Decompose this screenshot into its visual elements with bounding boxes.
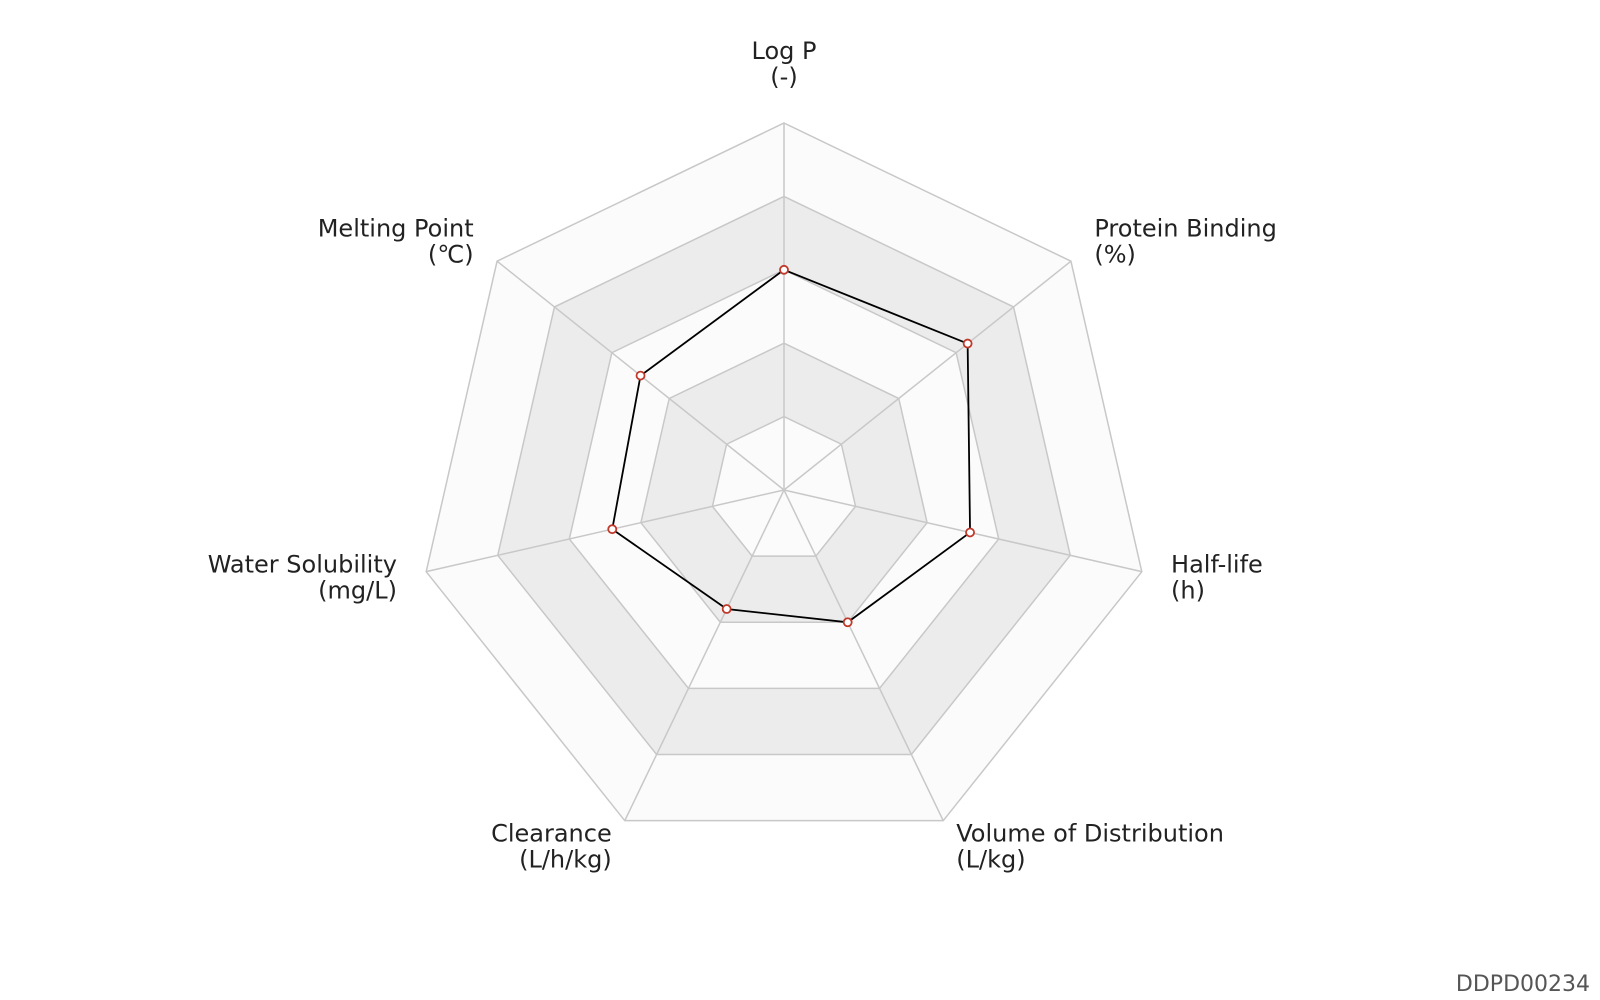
- axis-spoke: [783, 489, 1142, 573]
- axis-label: Protein Binding: [1094, 214, 1276, 242]
- data-point: [607, 524, 618, 535]
- axis-unit: (mg/L): [318, 576, 397, 604]
- data-point: [965, 527, 975, 538]
- axis-spoke: [624, 489, 785, 821]
- axis-unit: (h): [1171, 576, 1205, 604]
- axis-spoke: [783, 260, 1072, 491]
- axis-label: Volume of Distribution: [956, 820, 1224, 848]
- axis-unit: (L/h/kg): [519, 846, 612, 874]
- axis-unit: (L/kg): [956, 846, 1025, 874]
- axis-label: Log P: [752, 37, 817, 65]
- data-point: [962, 338, 973, 349]
- series-line: [611, 268, 971, 624]
- axis-label: Clearance: [491, 820, 612, 848]
- axis-label: Half-life: [1171, 550, 1263, 578]
- axis-spoke: [426, 489, 785, 573]
- axis-spoke: [783, 489, 944, 821]
- watermark: DDPD00234: [1456, 972, 1590, 997]
- data-point: [635, 370, 646, 381]
- axis-unit: (℃): [428, 240, 474, 268]
- data-point: [842, 617, 853, 628]
- axis-label: Water Solubility: [208, 550, 397, 578]
- data-point: [721, 604, 732, 614]
- axis-unit: (%): [1094, 240, 1136, 268]
- data-point: [779, 264, 789, 275]
- axis-unit: (-): [770, 63, 797, 91]
- axis-label: Melting Point: [318, 214, 474, 242]
